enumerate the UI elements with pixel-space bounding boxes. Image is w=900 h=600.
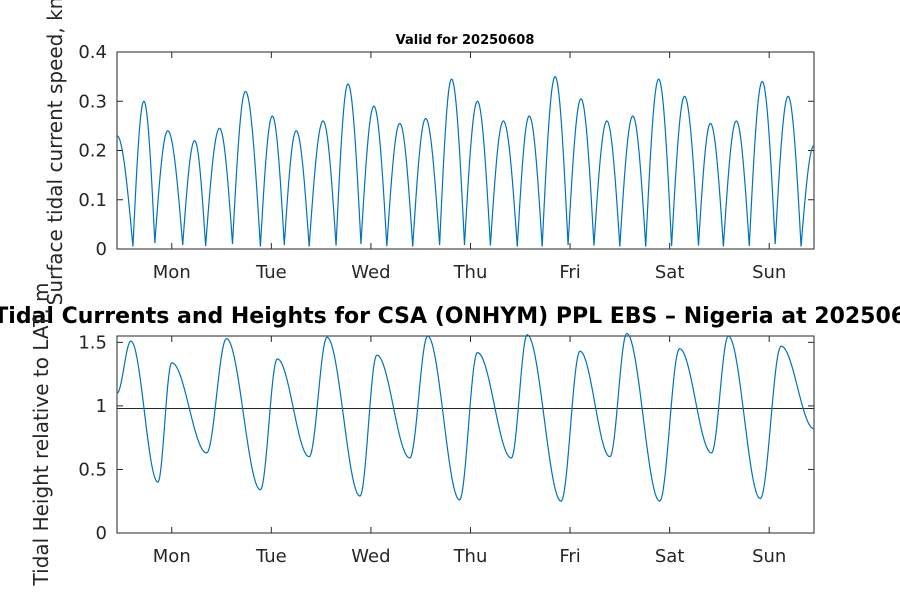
x-tick-label: Thu: [453, 262, 488, 283]
speed-chart-title: Valid for 20250608: [396, 33, 535, 48]
x-tick-label: Mon: [153, 262, 191, 283]
height-y-axis-label: Tidal Height relative to LAT, m: [29, 283, 53, 587]
y-tick-label: 0.2: [78, 141, 107, 162]
x-tick-label: Sun: [752, 546, 786, 567]
y-tick-label: 0: [96, 523, 107, 544]
x-tick-label: Mon: [153, 546, 191, 567]
y-tick-label: 0: [96, 239, 107, 260]
height-x-ticks: Mon Tue Wed Thu Fri Sat Sun: [153, 336, 786, 567]
height-series-line: [116, 332, 815, 502]
speed-axes-box: [116, 51, 815, 250]
height-panel: Tidal Currents and Heights for CSA (ONHY…: [0, 283, 900, 587]
height-axes-box: [116, 335, 815, 534]
height-chart-title: Tidal Currents and Heights for CSA (ONHY…: [0, 304, 900, 329]
x-tick-label: Fri: [559, 546, 580, 567]
y-tick-label: 0.1: [78, 190, 107, 211]
x-tick-label: Wed: [351, 262, 390, 283]
speed-panel: Valid for 20250608 Surface tidal current…: [43, 0, 815, 305]
x-tick-label: Fri: [559, 262, 580, 283]
x-tick-label: Sun: [752, 262, 786, 283]
y-tick-label: 1.5: [78, 332, 107, 353]
x-tick-label: Tue: [255, 546, 287, 567]
x-tick-label: Sat: [655, 262, 685, 283]
speed-y-axis-label: Surface tidal current speed, kn: [43, 0, 67, 305]
y-tick-label: 1: [96, 396, 107, 417]
y-tick-label: 0.3: [78, 91, 107, 112]
height-y-ticks: 0 0.5 1 1.5: [78, 332, 814, 544]
speed-y-ticks: 0 0.1 0.2 0.3 0.4: [78, 42, 814, 260]
y-tick-label: 0.5: [78, 459, 107, 480]
y-tick-label: 0.4: [78, 42, 107, 63]
x-tick-label: Tue: [255, 262, 287, 283]
speed-x-ticks: Mon Tue Wed Thu Fri Sat Sun: [153, 52, 786, 283]
x-tick-label: Thu: [453, 546, 488, 567]
speed-series-line: [116, 75, 815, 247]
x-tick-label: Wed: [351, 546, 390, 567]
x-tick-label: Sat: [655, 546, 685, 567]
